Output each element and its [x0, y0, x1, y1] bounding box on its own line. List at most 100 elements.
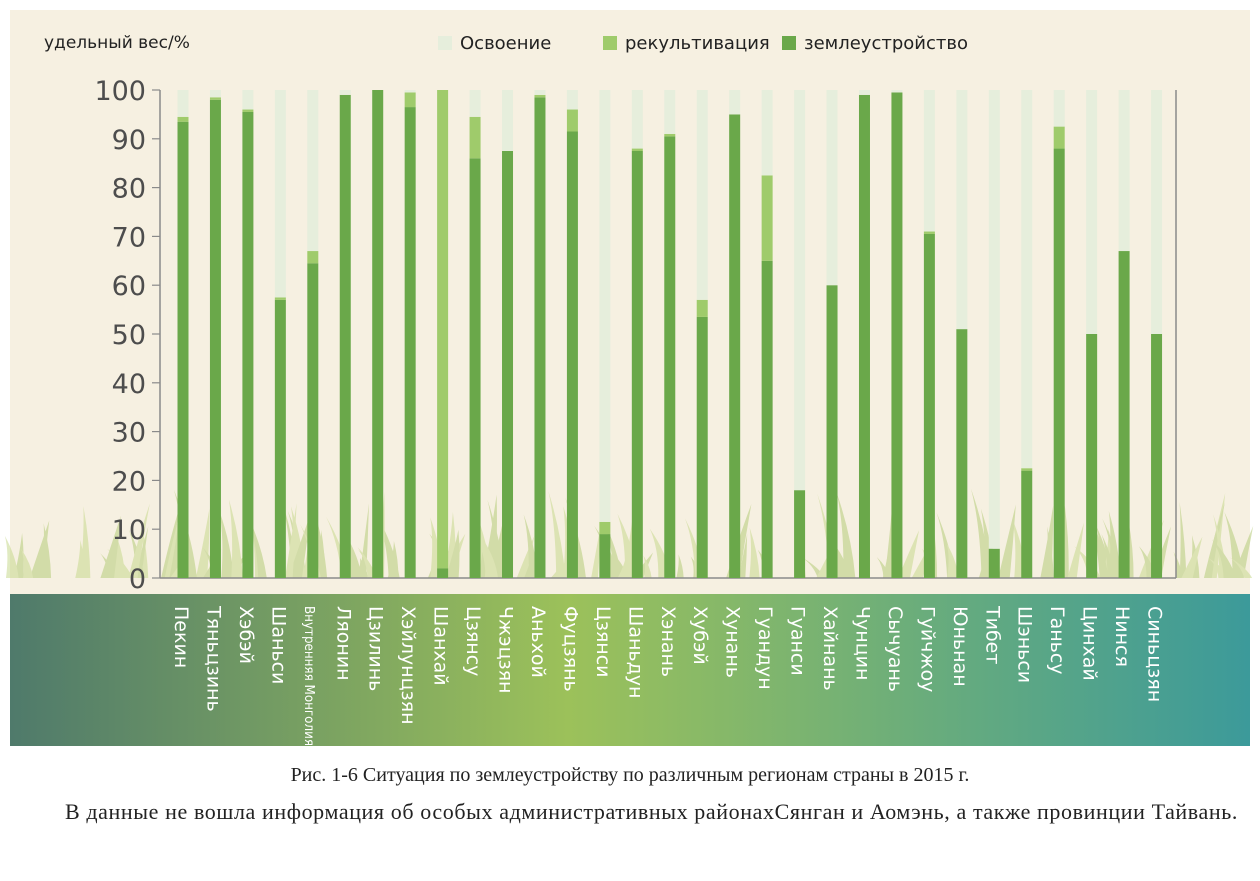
category-label: Шаньдун [624, 606, 646, 698]
bar-segment [502, 151, 514, 578]
bar-segment [696, 299, 708, 317]
grass-blade [195, 508, 210, 578]
bar-segment [274, 299, 286, 578]
category-label: Пекин [170, 606, 192, 668]
bar-segment [404, 90, 416, 93]
grass-blade [4, 535, 19, 578]
bar-segment [566, 131, 578, 579]
bar-segment [631, 90, 643, 149]
bar-segment [209, 97, 221, 100]
bar-segment [761, 175, 773, 261]
bar-segment [177, 116, 189, 122]
bar-segment [274, 297, 286, 300]
grass-blade [738, 533, 748, 578]
grass-blade [548, 491, 566, 578]
bar-segment [761, 260, 773, 578]
bar-segment [566, 90, 578, 110]
category-label: Тяньцзинь [202, 605, 224, 712]
category-band [10, 594, 1250, 746]
category-label: Цзилинь [365, 606, 387, 691]
bar-segment [339, 94, 351, 578]
grass-blade [100, 515, 121, 578]
bar-segment [631, 151, 643, 578]
category-label: Цзянсу [462, 606, 484, 676]
grass-blade [1181, 536, 1203, 578]
category-label: Гуанси [787, 606, 809, 676]
category-label: Хэнань [657, 606, 679, 677]
bar-segment [242, 111, 254, 579]
category-label: Тибет [981, 605, 1003, 664]
category-label: Гуйчжоу [916, 606, 938, 692]
bar-segment [404, 92, 416, 108]
bar-segment [1021, 470, 1033, 578]
category-label: Шанхай [430, 606, 452, 686]
grass-blade [483, 540, 498, 578]
bar-segment [923, 90, 935, 232]
grass-blade [228, 499, 243, 578]
y-tick-label: 30 [112, 418, 146, 449]
category-label: Хэбэй [235, 606, 257, 664]
bar-segment [1118, 90, 1130, 252]
category-label: Шаньси [267, 606, 289, 684]
category-label: Чунцин [851, 606, 873, 680]
category-label: Внутренняя Монголия [301, 606, 316, 746]
grass-blade [1224, 511, 1244, 578]
bar-segment [209, 99, 221, 578]
y-tick-label: 70 [112, 222, 146, 253]
legend-label: рекультивация [625, 33, 770, 54]
bar-segment [599, 521, 611, 535]
bar-segment [242, 90, 254, 110]
bar-segment [891, 90, 903, 93]
bar-segment [761, 90, 773, 176]
bar-segment [1021, 468, 1033, 471]
grass-blade [643, 555, 652, 578]
bar-segment [404, 107, 416, 578]
grass-blade [946, 543, 959, 578]
grass-blade [1229, 557, 1253, 578]
y-tick-label: 100 [94, 76, 146, 107]
grass-blade [1040, 505, 1054, 578]
category-label: Хубэй [689, 606, 711, 665]
bar-segment [664, 133, 676, 137]
bar-segment [534, 97, 546, 578]
grass-blade [898, 530, 920, 578]
bar-segment [923, 231, 935, 234]
bar-segment [209, 90, 221, 98]
y-tick-label: 60 [112, 271, 146, 302]
bar-segment [631, 148, 643, 151]
category-label: Хайнань [819, 606, 841, 691]
grass-blade [482, 494, 497, 578]
legend-label: землеустройство [804, 33, 968, 54]
bar-segment [469, 90, 481, 117]
y-tick-label: 90 [112, 125, 146, 156]
bar-segment [566, 109, 578, 132]
grass-blade [75, 540, 86, 578]
data-note: В данные не вошла информация об особых а… [65, 799, 1238, 824]
bar-segment [307, 251, 319, 264]
chart-figure: 0 10 20 30 40 50 60 70 80 90 100 удельный вес/% Осво… [4, 10, 1254, 746]
bar-segment [956, 90, 968, 330]
bar-segment [1151, 334, 1163, 578]
bar-segment [664, 136, 676, 579]
bar-segment [891, 92, 903, 578]
bar-segment [826, 285, 838, 578]
y-tick-label: 50 [112, 320, 146, 351]
grass-blade [357, 547, 377, 578]
category-label: Гуандун [754, 606, 776, 690]
bar-segment [696, 316, 708, 578]
bar-segment [1086, 334, 1098, 578]
bar-segment [599, 90, 611, 522]
category-label: Хунань [722, 606, 744, 678]
bar-segment [1053, 126, 1065, 149]
grass-blade [445, 529, 460, 578]
bar-segment [956, 329, 968, 578]
category-label: Ляонин [332, 606, 354, 681]
category-label: Сычуань [884, 606, 906, 692]
grass-blade [1212, 539, 1236, 578]
bar-segment [534, 90, 546, 95]
bar-segment [1086, 90, 1098, 334]
bar-segment [502, 90, 514, 151]
bar-segment [696, 90, 708, 300]
bar-segment [177, 90, 189, 117]
category-label: Цинхай [1079, 606, 1101, 681]
